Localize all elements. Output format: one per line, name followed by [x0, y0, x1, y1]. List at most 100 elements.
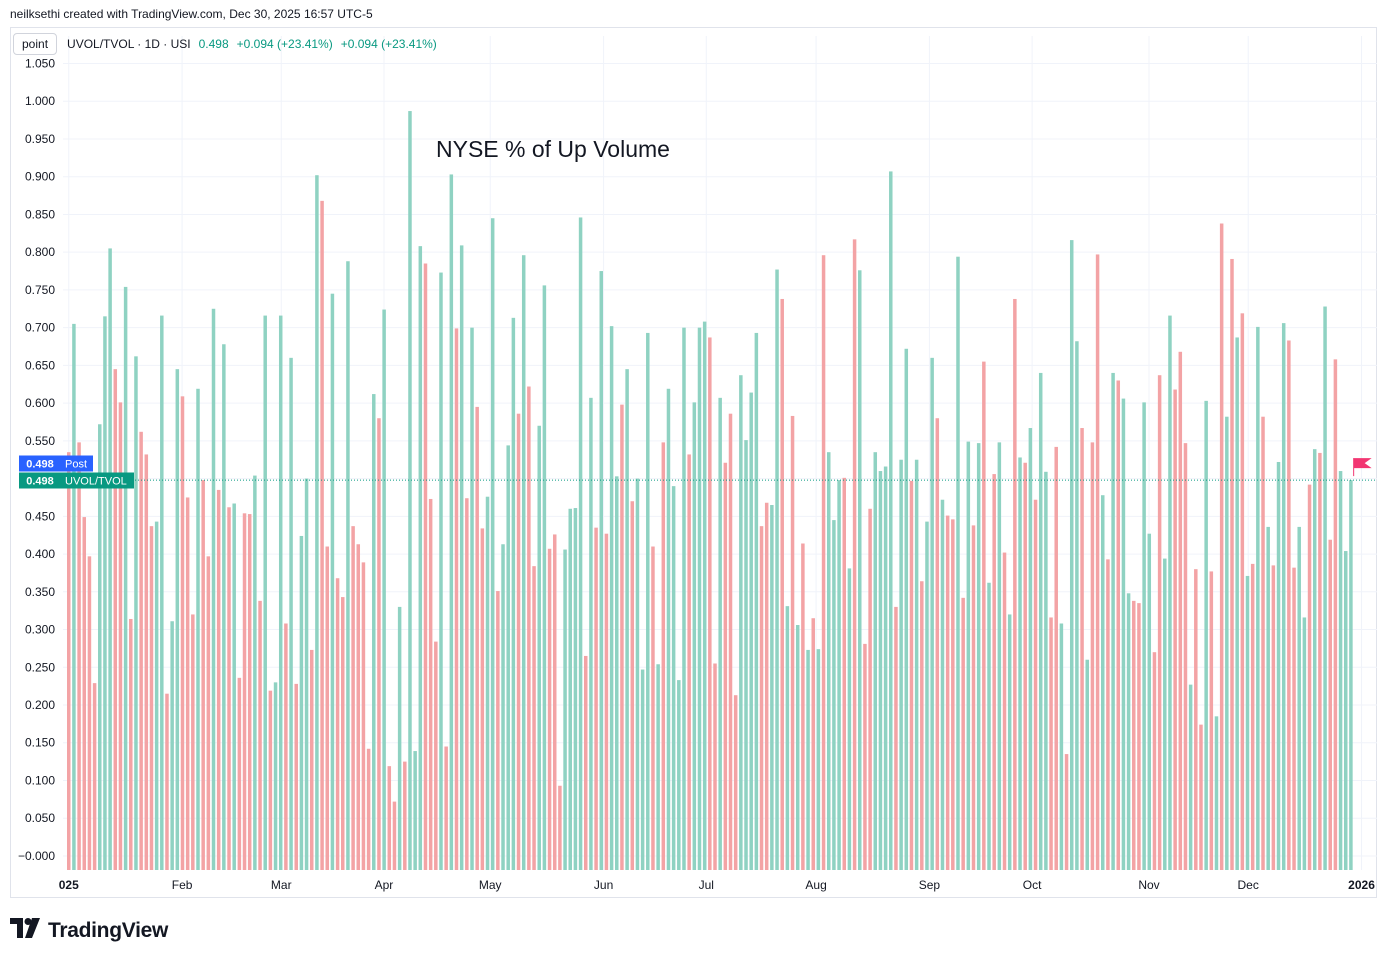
- bar: [1225, 416, 1229, 870]
- bar: [144, 454, 149, 870]
- bar: [584, 655, 588, 870]
- bar: [98, 424, 102, 870]
- bar: [930, 357, 934, 871]
- bar: [516, 413, 521, 870]
- bar: [82, 517, 87, 870]
- bar: [697, 327, 702, 870]
- bar: [1152, 652, 1157, 870]
- bar: [1199, 724, 1203, 870]
- bar: [806, 649, 810, 870]
- bar: [1106, 559, 1110, 870]
- bar: [1204, 400, 1208, 870]
- bar: [480, 528, 485, 870]
- bar: [956, 256, 960, 871]
- bar: [341, 597, 345, 870]
- bar: [1178, 351, 1183, 870]
- bar: [878, 471, 883, 870]
- bar: [253, 475, 257, 870]
- bar: [615, 476, 619, 870]
- bar: [413, 751, 417, 870]
- bar: [496, 591, 500, 870]
- bar: [790, 415, 795, 870]
- bar: [351, 526, 355, 870]
- bar: [232, 503, 236, 870]
- bar: [1194, 569, 1198, 870]
- bar: [372, 394, 376, 870]
- bar: [263, 315, 267, 871]
- y-tick-label: 0.450: [25, 509, 55, 523]
- bar: [501, 544, 505, 870]
- bar: [201, 480, 205, 870]
- bar: [361, 562, 366, 870]
- bar: [1013, 298, 1017, 871]
- y-tick-label: 0.200: [25, 698, 55, 712]
- bar: [925, 521, 929, 870]
- bar: [449, 174, 454, 870]
- bar: [1163, 558, 1167, 870]
- legend-symbol[interactable]: UVOL/TVOL · 1D · USI: [67, 37, 191, 51]
- bar: [728, 413, 733, 870]
- bar: [578, 217, 583, 870]
- bar: [1214, 716, 1219, 870]
- y-tick-label: 0.850: [25, 207, 55, 221]
- bar: [129, 618, 133, 870]
- bar: [863, 643, 867, 870]
- bar: [237, 677, 242, 870]
- bar: [966, 441, 971, 870]
- bar: [914, 459, 919, 870]
- bar: [961, 597, 965, 870]
- bar: [821, 255, 826, 870]
- bar: [609, 326, 614, 870]
- bar: [1157, 375, 1162, 870]
- bar: [1028, 428, 1033, 870]
- bar: [775, 269, 779, 870]
- bar: [982, 361, 986, 870]
- bar: [1168, 315, 1172, 871]
- bar: [1276, 461, 1281, 870]
- bar: [651, 546, 655, 870]
- bar: [392, 801, 397, 870]
- point-mode-button[interactable]: point: [13, 33, 58, 55]
- y-tick-label: 0.550: [25, 434, 55, 448]
- bar: [656, 664, 660, 870]
- post-price-badge-value-bg: [19, 455, 61, 472]
- bar: [242, 513, 247, 870]
- bar: [563, 549, 567, 870]
- bar: [103, 316, 107, 871]
- bar: [1023, 462, 1027, 870]
- bar: [1302, 617, 1307, 870]
- flag-icon[interactable]: [1353, 458, 1372, 469]
- bar-series: [67, 111, 1353, 871]
- bar: [1038, 372, 1043, 870]
- bar: [1147, 533, 1152, 870]
- bar: [677, 680, 681, 870]
- tradingview-logo-icon: [10, 918, 42, 944]
- bar: [733, 695, 738, 870]
- bar: [485, 496, 490, 870]
- bar: [837, 480, 841, 870]
- bar: [635, 478, 640, 870]
- bar: [604, 533, 609, 870]
- bar: [1328, 539, 1332, 870]
- x-tick-label: 025: [59, 878, 79, 892]
- bar: [490, 218, 495, 871]
- bar: [428, 498, 433, 870]
- bar: [206, 556, 211, 870]
- bar: [852, 239, 857, 871]
- bar: [842, 477, 846, 870]
- bar: [847, 568, 852, 870]
- bar: [527, 386, 531, 870]
- bar: [366, 748, 371, 870]
- x-tick-label: Nov: [1138, 878, 1159, 892]
- bar: [935, 418, 940, 870]
- bar: [801, 543, 805, 870]
- bar: [160, 315, 164, 871]
- bar: [1349, 480, 1353, 870]
- bar: [951, 519, 955, 870]
- bar: [625, 369, 629, 870]
- tradingview-logo[interactable]: TradingView: [10, 918, 168, 944]
- bar: [191, 614, 195, 870]
- bar: [165, 693, 169, 870]
- bar: [408, 111, 412, 871]
